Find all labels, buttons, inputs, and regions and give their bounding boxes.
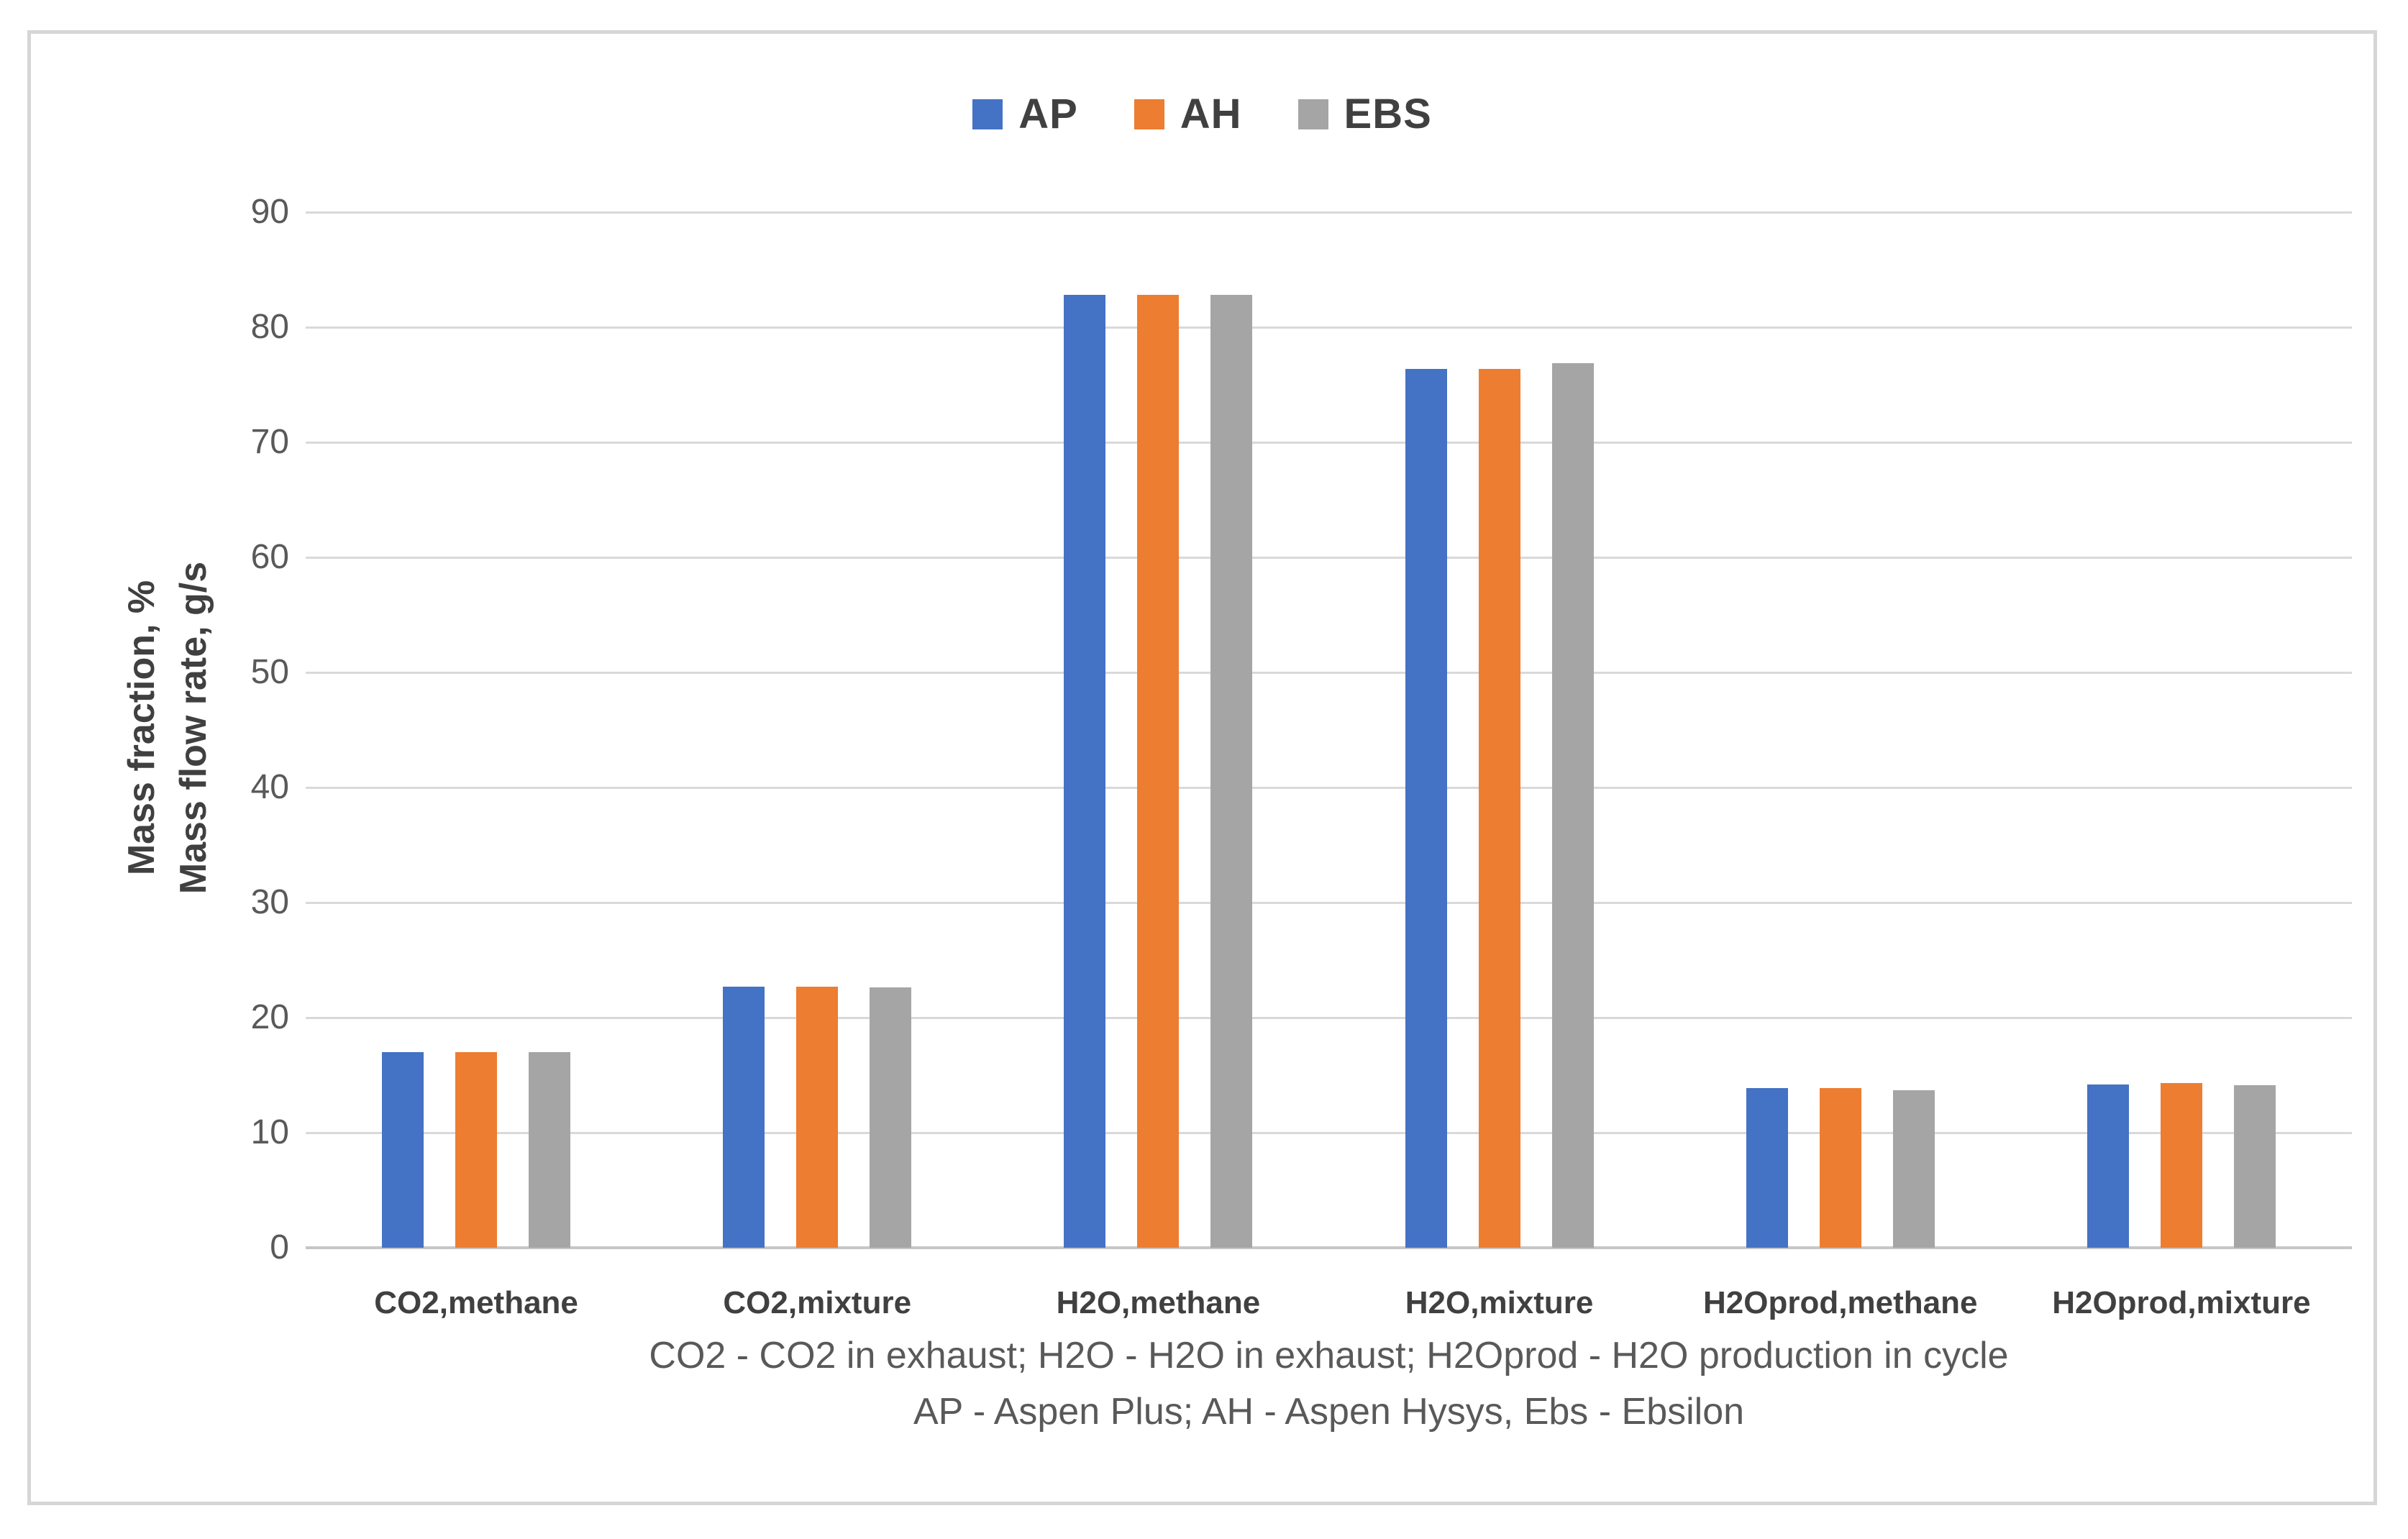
gridline-40 bbox=[306, 786, 2352, 789]
x-axis-label-H2O,mixture: H2O,mixture bbox=[1405, 1285, 1594, 1320]
bar-AP-H2Oprod,methane bbox=[1746, 1087, 1788, 1248]
legend: AP AH EBS bbox=[31, 90, 2373, 138]
y-tick-label-70: 70 bbox=[250, 423, 289, 461]
y-tick-label-80: 80 bbox=[250, 308, 289, 346]
gridline-90 bbox=[306, 211, 2352, 214]
gridline-30 bbox=[306, 901, 2352, 904]
x-axis-label-H2Oprod,mixture: H2Oprod,mixture bbox=[2052, 1285, 2311, 1320]
bar-EBS-H2O,mixture bbox=[1551, 362, 1594, 1248]
gridline-70 bbox=[306, 441, 2352, 444]
bar-group-H2O,methane bbox=[988, 212, 1328, 1248]
y-axis-title: Mass fraction, % Mass flow rate, g/s bbox=[116, 562, 219, 894]
legend-label-EBS: EBS bbox=[1344, 91, 1432, 137]
legend-swatch-AH bbox=[1134, 99, 1164, 129]
bar-AP-H2O,mixture bbox=[1405, 368, 1447, 1248]
y-axis-title-line2: Mass flow rate, g/s bbox=[173, 561, 214, 895]
bar-AH-H2Oprod,methane bbox=[1819, 1087, 1861, 1248]
bar-AP-H2Oprod,mixture bbox=[2087, 1084, 2129, 1248]
bar-AP-CO2,methane bbox=[382, 1052, 424, 1248]
y-tick-label-90: 90 bbox=[250, 193, 289, 231]
x-axis-label-H2O,methane: H2O,methane bbox=[1056, 1285, 1261, 1320]
bar-AH-H2O,mixture bbox=[1478, 368, 1520, 1248]
bar-AP-H2O,methane bbox=[1064, 295, 1106, 1248]
gridline-80 bbox=[306, 326, 2352, 329]
bar-EBS-CO2,mixture bbox=[870, 987, 912, 1248]
bar-group-CO2,methane bbox=[306, 212, 647, 1248]
gridline-50 bbox=[306, 671, 2352, 674]
legend-item-EBS: EBS bbox=[1298, 90, 1432, 138]
footnote-abbreviations: AP - Aspen Plus; AH - Aspen Hysys, Ebs -… bbox=[913, 1391, 1745, 1433]
bar-group-H2Oprod,methane bbox=[1670, 212, 2011, 1248]
legend-item-AH: AH bbox=[1134, 90, 1242, 138]
legend-item-AP: AP bbox=[972, 90, 1078, 138]
bar-group-CO2,mixture bbox=[647, 212, 988, 1248]
bar-group-H2Oprod,mixture bbox=[2011, 212, 2352, 1248]
legend-label-AP: AP bbox=[1018, 91, 1078, 137]
bar-AH-CO2,methane bbox=[455, 1052, 498, 1248]
bar-EBS-H2O,methane bbox=[1210, 295, 1253, 1248]
x-axis-line bbox=[306, 1246, 2352, 1249]
y-tick-label-40: 40 bbox=[250, 768, 289, 806]
bar-EBS-H2Oprod,mixture bbox=[2233, 1085, 2276, 1248]
bar-EBS-CO2,methane bbox=[529, 1052, 571, 1248]
y-tick-label-10: 10 bbox=[250, 1113, 289, 1151]
footnote-definitions: CO2 - CO2 in exhaust; H2O - H2O in exhau… bbox=[649, 1335, 2009, 1376]
chart-frame: AP AH EBS Mass fraction, % Mass flow rate,… bbox=[27, 30, 2377, 1505]
bar-AH-H2O,methane bbox=[1137, 295, 1180, 1248]
y-tick-label-50: 50 bbox=[250, 653, 289, 691]
x-axis-label-CO2,mixture: CO2,mixture bbox=[723, 1285, 912, 1320]
gridline-60 bbox=[306, 556, 2352, 559]
bar-group-H2O,mixture bbox=[1329, 212, 1670, 1248]
y-axis-title-line1: Mass fraction, % bbox=[121, 580, 163, 876]
gridline-10 bbox=[306, 1131, 2352, 1134]
bar-AH-H2Oprod,mixture bbox=[2160, 1083, 2202, 1248]
legend-swatch-EBS bbox=[1298, 99, 1328, 129]
y-tick-label-30: 30 bbox=[250, 883, 289, 921]
y-tick-label-0: 0 bbox=[270, 1228, 289, 1266]
y-tick-label-20: 20 bbox=[250, 998, 289, 1036]
bar-AP-CO2,mixture bbox=[723, 986, 765, 1248]
y-tick-label-60: 60 bbox=[250, 538, 289, 576]
plot-area: 0 10 20 30 40 50 60 70 80 90 CO2,methane CO2,mixtur… bbox=[251, 193, 2352, 1320]
bar-EBS-H2Oprod,methane bbox=[1892, 1090, 1935, 1248]
gridline-20 bbox=[306, 1016, 2352, 1019]
x-axis-label-CO2,methane: CO2,methane bbox=[374, 1285, 578, 1320]
legend-swatch-AP bbox=[972, 99, 1003, 129]
legend-label-AH: AH bbox=[1180, 91, 1242, 137]
x-axis-label-H2Oprod,methane: H2Oprod,methane bbox=[1703, 1285, 1978, 1320]
bar-AH-CO2,mixture bbox=[796, 986, 839, 1248]
